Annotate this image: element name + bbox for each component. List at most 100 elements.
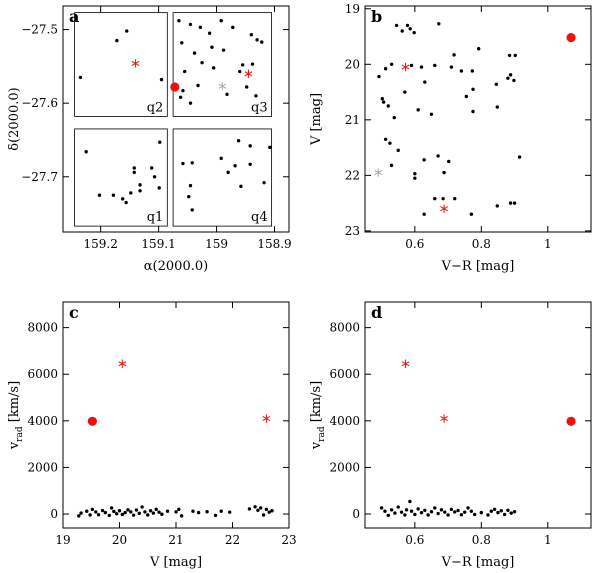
data-point: [408, 27, 412, 31]
data-point: [111, 193, 116, 197]
data-point: [386, 104, 390, 108]
data-point: [408, 499, 412, 504]
plot-frame: [62, 5, 290, 233]
y-tick-label: 0: [352, 507, 360, 521]
data-point: [389, 62, 394, 67]
data-point: [469, 212, 474, 216]
data-point: [426, 513, 430, 517]
y-tick-label: 2000: [27, 460, 58, 474]
data-point: [412, 30, 416, 35]
x-axis-label: V−R [mag]: [441, 259, 515, 274]
data-point: [219, 156, 223, 161]
data-point: [517, 155, 522, 159]
data-point: [396, 148, 400, 153]
data-point: [506, 76, 510, 80]
data-point: [182, 69, 187, 74]
x-tick-label: 1: [544, 237, 552, 251]
data-point: [388, 141, 392, 145]
panel-label: b: [371, 7, 382, 26]
data-point: [211, 66, 216, 70]
highlight-point: [170, 82, 180, 92]
data-point: [227, 510, 232, 514]
data-point: [117, 509, 122, 513]
data-point: [453, 510, 457, 514]
data-point: [446, 513, 450, 517]
y-axis-label: δ(2000.0): [7, 87, 22, 150]
data-point: [499, 509, 503, 513]
data-point: [389, 508, 394, 512]
data-point: [449, 507, 454, 512]
data-point: [403, 513, 407, 517]
data-point: [187, 194, 191, 199]
data-point: [267, 510, 271, 514]
data-point: [78, 75, 83, 80]
data-point: [84, 150, 88, 154]
data-point: [88, 513, 92, 517]
star-marker: [244, 69, 253, 78]
star-marker: [440, 414, 448, 423]
plot-frame: [364, 301, 592, 529]
y-tick-label: 6000: [329, 367, 360, 381]
data-point: [260, 40, 264, 44]
data-point: [419, 65, 424, 69]
quadrant-box: [74, 128, 168, 227]
data-point: [270, 509, 274, 513]
x-axis-label: α(2000.0): [144, 259, 208, 274]
data-point: [259, 506, 263, 510]
data-point: [409, 63, 414, 68]
data-point: [439, 508, 444, 512]
data-point: [107, 513, 112, 518]
data-point: [146, 513, 150, 517]
data-point: [413, 171, 417, 176]
data-point: [495, 204, 499, 208]
data-point: [151, 511, 156, 515]
data-point: [90, 507, 95, 512]
data-point: [157, 186, 161, 190]
data-point: [178, 95, 183, 99]
x-tick-label: 0.8: [472, 533, 491, 547]
star-marker: [374, 168, 383, 177]
data-point: [394, 23, 399, 28]
y-axis-label: V [mag]: [309, 93, 324, 146]
data-point: [96, 513, 101, 517]
data-point: [160, 512, 164, 516]
data-point: [77, 514, 81, 518]
data-point: [226, 170, 230, 175]
data-point: [508, 201, 513, 205]
data-point: [429, 112, 434, 116]
y-tick-label: 23: [345, 224, 360, 238]
data-point: [132, 166, 136, 170]
data-point: [159, 77, 164, 82]
data-point: [423, 508, 427, 512]
x-tick-label: 20: [112, 533, 127, 547]
data-point: [383, 67, 388, 71]
data-point: [405, 23, 410, 28]
x-axis-label: V [mag]: [149, 555, 202, 570]
data-point: [198, 25, 203, 30]
data-point: [249, 33, 254, 37]
data-point: [449, 65, 454, 69]
data-point: [125, 29, 129, 33]
data-point: [190, 161, 194, 165]
data-point: [262, 180, 266, 185]
data-point: [140, 505, 144, 509]
data-point: [409, 509, 414, 513]
data-point: [196, 510, 201, 515]
star-marker: [131, 59, 140, 68]
data-point: [129, 191, 133, 195]
data-point: [177, 507, 181, 512]
data-point: [422, 212, 426, 216]
y-tick-label: 4000: [329, 414, 360, 428]
quadrant-label: q4: [251, 210, 268, 225]
data-point: [138, 189, 142, 193]
quadrant-box: [172, 128, 273, 227]
quadrant-label: q3: [251, 100, 268, 115]
y-tick-label: 4000: [27, 414, 58, 428]
y-tick-label: −27.5: [21, 23, 58, 37]
data-point: [152, 175, 157, 179]
data-point: [254, 94, 258, 98]
data-point: [188, 22, 193, 27]
data-point: [437, 22, 441, 26]
data-point: [244, 85, 249, 89]
panel-label: c: [69, 303, 79, 322]
